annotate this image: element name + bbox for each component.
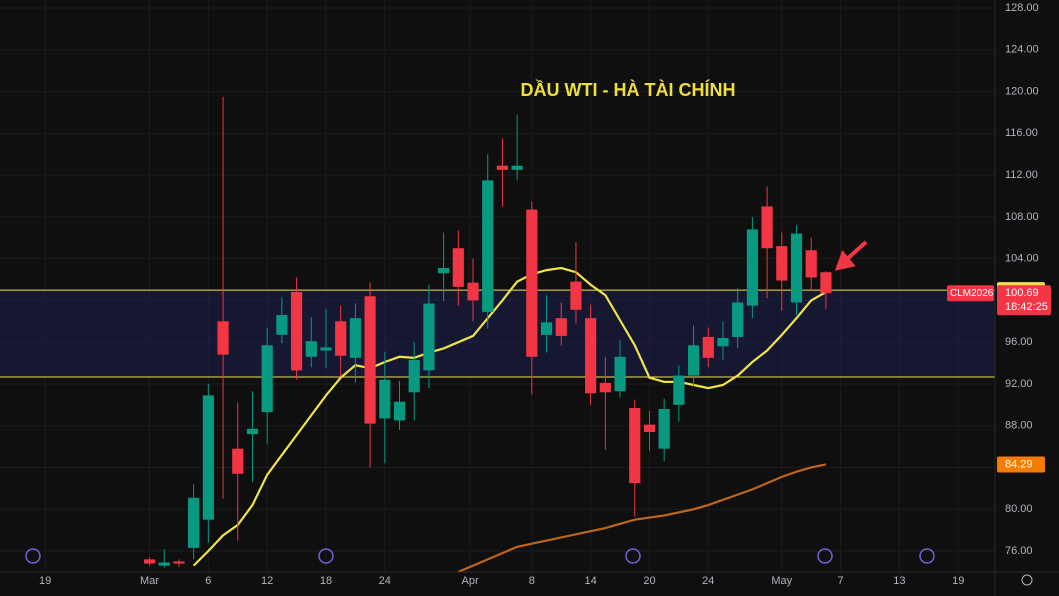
candle-body [423,303,435,371]
y-tick-label: 88.00 [1005,420,1033,432]
y-tick-label: 120.00 [1005,85,1039,97]
x-tick-label: Apr [462,575,479,587]
x-tick-label: 19 [39,575,51,587]
candle-body [452,248,464,287]
symbol-label: CLM2026 [950,288,994,299]
candle-body [349,318,361,358]
candle-body [820,272,832,294]
x-tick-label: 20 [643,575,655,587]
y-tick-label: 108.00 [1005,211,1039,223]
candle-body [438,268,450,274]
candle-body [540,322,553,335]
candle-body [790,233,803,303]
x-tick-label: 18 [320,575,332,587]
y-tick-label: 80.00 [1005,503,1033,515]
candle-body [217,321,229,355]
candle-body [702,336,714,358]
candle-body [305,341,317,357]
event-icon[interactable] [318,548,334,564]
candle-body [761,206,773,249]
candle-body [643,424,656,432]
candle-body [717,338,729,347]
candle-body [614,356,626,392]
y-tick-label: 112.00 [1005,169,1038,181]
event-icon[interactable] [919,548,935,564]
candle-body [732,302,744,337]
plot [0,96,995,573]
y-tick-label: 96.00 [1005,336,1033,348]
price-label-bg [997,285,1051,316]
candle-body [658,409,670,449]
settings-icon[interactable] [1021,574,1033,586]
candle-body [599,382,611,393]
ma-label-bg [997,456,1045,473]
y-tick-label: 104.00 [1005,253,1039,265]
candle-body [158,562,170,566]
axes: 76.0080.0084.0088.0092.0096.00100.00104.… [39,2,1051,587]
candle-body [805,250,817,278]
y-tick-label: 76.00 [1005,545,1033,557]
candle-body [188,497,200,548]
candle-body [335,321,347,356]
y-tick-label: 116.00 [1005,127,1038,139]
candle-body [364,296,376,424]
moving-average [192,266,827,567]
y-tick-label: 128.00 [1005,2,1039,14]
candle-body [496,165,509,170]
x-tick-label: 8 [529,575,535,587]
event-icon[interactable] [817,548,833,564]
event-icons[interactable] [25,548,935,564]
ma-label: 84.29 [1005,458,1033,470]
candle-body [526,209,538,357]
candle-body [143,559,156,564]
x-tick-label: 12 [261,575,273,587]
candle-body [555,318,567,336]
x-tick-label: Mar [140,575,159,587]
candle-body [173,561,185,564]
candle-body [202,395,214,520]
candle-body [276,315,288,335]
candle-body [261,345,273,413]
candle-body [246,428,259,435]
x-tick-label: May [771,575,792,587]
candle-body [232,448,244,474]
y-tick-label: 92.00 [1005,378,1033,390]
candle-body [408,359,420,393]
candle-body [511,165,523,170]
x-tick-label: 7 [838,575,844,587]
candle-body [776,246,788,281]
zone [0,290,995,378]
candle-body [393,401,406,421]
x-tick-label: 24 [702,575,714,587]
x-tick-label: 6 [205,575,211,587]
candle-body [570,281,582,310]
arrow [834,240,868,271]
moving-average [457,463,827,573]
y-tick-label: 124.00 [1005,44,1039,56]
x-tick-label: 14 [585,575,597,587]
price-label: 100.69 [1005,287,1039,299]
candle-body [585,318,597,394]
candle-body [379,379,391,419]
x-tick-label: 13 [893,575,905,587]
candle-body [320,347,332,351]
candle-body [290,292,303,371]
candle-body [629,407,641,484]
event-icon[interactable] [25,548,41,564]
chart-title: DẦU WTI - HÀ TÀI CHÍNH [521,79,736,100]
candle-body [673,375,685,405]
candle-body [687,345,700,376]
countdown-label: 18:42:25 [1005,301,1048,313]
candle-body [482,180,494,312]
x-tick-label: 24 [379,575,391,587]
x-tick-label: 19 [952,575,964,587]
symbol-label-bg [947,285,994,302]
candle-body [467,282,479,301]
event-icon[interactable] [625,548,641,564]
candle-body [746,229,758,306]
